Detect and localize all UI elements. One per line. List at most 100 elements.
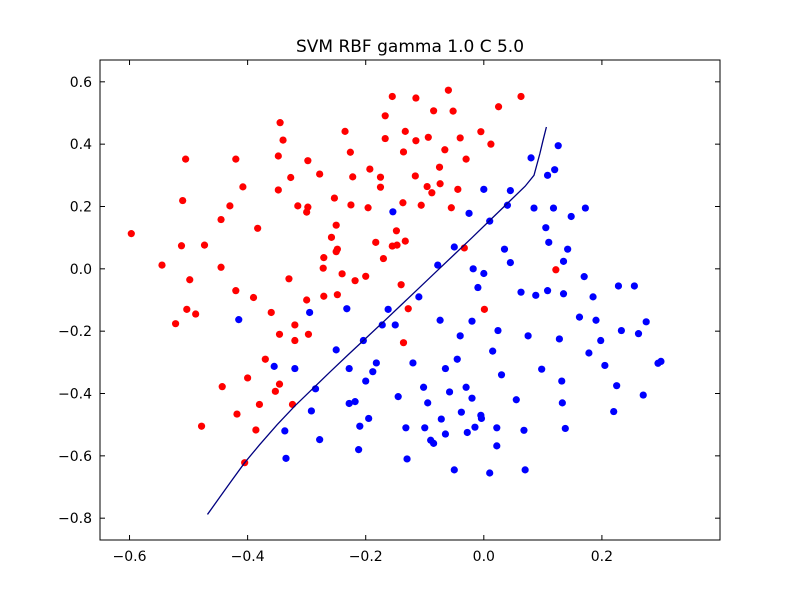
scatter-point — [217, 263, 225, 271]
scatter-point — [345, 364, 353, 373]
scatter-point — [585, 349, 593, 357]
scatter-point — [456, 134, 464, 142]
scatter-point — [255, 400, 264, 409]
scatter-point — [403, 455, 411, 463]
x-tick-label: −0.4 — [231, 549, 265, 565]
scatter-point — [444, 86, 452, 94]
scatter-point — [304, 203, 312, 211]
scatter-point — [494, 326, 502, 335]
scatter-point — [362, 272, 370, 280]
scatter-point — [404, 305, 412, 313]
scatter-point — [412, 94, 420, 102]
scatter-point — [561, 424, 569, 433]
y-tick-label: 0.2 — [70, 199, 92, 215]
scatter-point — [274, 152, 282, 160]
scatter-point — [477, 414, 486, 423]
scatter-point — [567, 212, 575, 221]
scatter-series-1 — [235, 142, 665, 477]
scatter-point — [486, 469, 494, 477]
scatter-point — [415, 293, 423, 301]
x-tick-label: −0.2 — [349, 549, 383, 565]
scatter-series-0 — [127, 86, 560, 467]
scatter-point — [521, 466, 529, 474]
scatter-point — [487, 140, 495, 148]
scatter-point — [347, 201, 355, 209]
scatter-point — [437, 415, 445, 423]
scatter-point — [434, 261, 442, 269]
scatter-point — [543, 171, 552, 179]
scatter-point — [343, 305, 351, 313]
scatter-point — [381, 134, 389, 143]
scatter-point — [589, 293, 597, 301]
scatter-point — [333, 291, 341, 299]
scatter-point — [399, 339, 408, 347]
scatter-point — [376, 173, 385, 181]
x-tick-label: −0.6 — [113, 549, 147, 565]
scatter-point — [372, 359, 380, 367]
scatter-point — [379, 254, 388, 263]
scatter-point — [275, 330, 284, 338]
scatter-point — [392, 227, 401, 235]
scatter-point — [254, 224, 262, 232]
scatter-point — [445, 388, 454, 396]
scatter-point — [287, 173, 295, 182]
scatter-point — [378, 321, 386, 329]
scatter-point — [575, 313, 584, 321]
scatter-point — [394, 393, 402, 401]
scatter-point — [409, 359, 417, 367]
scatter-point — [388, 92, 396, 101]
scatter-point — [503, 201, 512, 209]
scatter-point — [306, 308, 314, 317]
scatter-point — [397, 281, 405, 289]
scatter-point — [428, 189, 436, 197]
scatter-point — [320, 254, 328, 262]
scatter-point — [554, 142, 562, 150]
scatter-point — [610, 407, 618, 416]
scatter-point — [601, 361, 609, 370]
scatter-point — [327, 233, 336, 241]
scatter-point — [512, 396, 520, 404]
scatter-point — [127, 230, 135, 238]
scatter-point — [493, 442, 501, 450]
scatter-point — [545, 238, 553, 246]
scatter-point — [524, 332, 532, 340]
scatter-point — [474, 283, 482, 292]
scatter-point — [391, 321, 399, 329]
scatter-point — [332, 346, 340, 354]
scatter-point — [282, 454, 290, 462]
scatter-point — [355, 446, 363, 454]
scatter-point — [517, 288, 525, 296]
scatter-point — [158, 261, 166, 269]
scatter-point — [580, 273, 588, 281]
scatter-point — [376, 183, 385, 191]
scatter-point — [630, 282, 638, 290]
scatter-point — [489, 347, 497, 355]
scatter-point — [362, 377, 370, 385]
scatter-point — [500, 245, 509, 253]
scatter-point — [450, 466, 458, 474]
scatter-point — [316, 436, 324, 444]
scatter-point — [235, 316, 243, 324]
scatter-point — [281, 427, 289, 435]
scatter-point — [613, 382, 621, 390]
scatter-point — [423, 182, 431, 191]
scatter-point — [471, 423, 479, 431]
scatter-point — [551, 166, 559, 174]
y-tick-label: −0.4 — [58, 387, 92, 403]
scatter-point — [639, 391, 647, 399]
scatter-point — [333, 245, 341, 253]
scatter-point — [520, 426, 528, 434]
scatter-point — [419, 383, 428, 391]
scatter-point — [527, 154, 535, 162]
scatter-point — [538, 365, 546, 373]
scatter-point — [267, 308, 275, 317]
scatter-point — [558, 377, 566, 385]
scatter-point — [465, 209, 473, 217]
scatter-point — [453, 355, 461, 363]
scatter-point — [249, 293, 258, 302]
scatter-point — [642, 318, 650, 326]
scatter-point — [614, 282, 623, 290]
scatter-point — [226, 202, 234, 210]
scatter-point — [291, 364, 299, 373]
scatter-point — [549, 204, 558, 212]
